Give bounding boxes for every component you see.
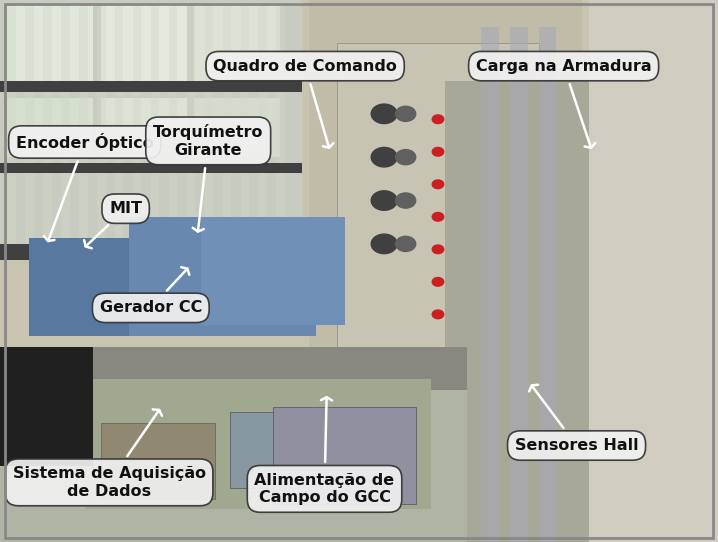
Bar — [0, 81, 302, 92]
Bar — [101, 423, 215, 499]
Bar — [0, 347, 467, 390]
Bar — [43, 5, 52, 249]
Bar — [29, 238, 129, 336]
Text: MIT: MIT — [84, 201, 142, 248]
Circle shape — [371, 147, 397, 167]
Circle shape — [396, 236, 416, 251]
Circle shape — [432, 212, 444, 221]
Bar — [7, 5, 16, 249]
Text: Sensores Hall: Sensores Hall — [515, 385, 638, 453]
Bar — [230, 412, 359, 488]
Bar — [589, 0, 718, 542]
Bar — [273, 406, 416, 504]
Circle shape — [432, 115, 444, 124]
Bar — [276, 5, 285, 249]
Bar — [201, 217, 345, 325]
Text: Quadro de Comando: Quadro de Comando — [213, 59, 397, 148]
Bar — [0, 163, 302, 173]
Bar — [538, 27, 556, 542]
Bar — [7, 5, 93, 81]
Bar — [101, 98, 187, 157]
Bar — [0, 347, 93, 466]
Bar — [86, 379, 431, 509]
Text: Gerador CC: Gerador CC — [100, 267, 202, 315]
Bar — [205, 5, 213, 249]
Bar — [151, 5, 159, 249]
Bar — [25, 5, 34, 249]
Text: Torquímetro
Girante: Torquímetro Girante — [153, 124, 264, 231]
Bar — [223, 5, 231, 249]
Bar — [169, 5, 177, 249]
Bar — [0, 369, 467, 542]
Circle shape — [396, 193, 416, 208]
Bar — [309, 0, 582, 379]
Bar — [129, 217, 316, 336]
Circle shape — [371, 191, 397, 210]
Bar — [133, 5, 141, 249]
Bar — [115, 5, 123, 249]
Bar — [0, 244, 302, 260]
Bar — [97, 5, 106, 249]
Bar — [79, 5, 88, 249]
Text: Alimentação de
Campo do GCC: Alimentação de Campo do GCC — [254, 397, 395, 505]
Circle shape — [396, 106, 416, 121]
Bar — [7, 98, 93, 157]
Circle shape — [432, 245, 444, 254]
Bar — [445, 81, 589, 542]
Bar — [194, 5, 280, 81]
Bar — [101, 5, 187, 81]
Text: Sistema de Aquisição
de Dados: Sistema de Aquisição de Dados — [13, 409, 205, 499]
Circle shape — [371, 104, 397, 124]
Bar — [258, 5, 267, 249]
Circle shape — [371, 234, 397, 254]
Circle shape — [396, 150, 416, 165]
Bar — [61, 5, 70, 249]
Bar — [510, 27, 528, 542]
Bar — [194, 98, 280, 157]
Circle shape — [432, 180, 444, 189]
Text: Carga na Armadura: Carga na Armadura — [476, 59, 651, 148]
Text: Encoder Óptico: Encoder Óptico — [16, 133, 154, 241]
Circle shape — [432, 310, 444, 319]
Bar — [241, 5, 249, 249]
Circle shape — [432, 278, 444, 286]
Bar — [337, 43, 538, 369]
Bar — [187, 5, 195, 249]
Circle shape — [432, 147, 444, 156]
Bar — [481, 27, 499, 542]
Bar — [0, 0, 302, 260]
